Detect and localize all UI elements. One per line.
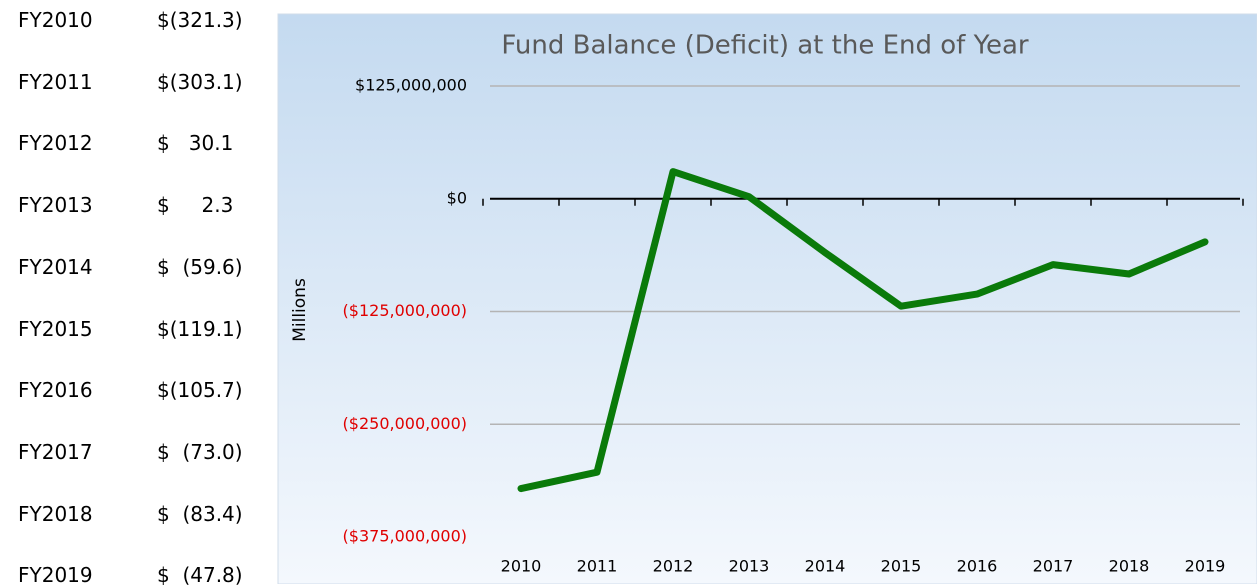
fiscal-year: FY2012 [18, 131, 93, 156]
y-tick-label: ($250,000,000) [343, 414, 467, 433]
y-tick-label: $125,000,000 [355, 76, 467, 95]
fund-amount: $ (47.8) [157, 563, 243, 587]
fund-amount: $(119.1) [157, 316, 243, 341]
fund-amount: $(321.3) [157, 8, 243, 32]
x-tick-label: 2016 [957, 557, 998, 576]
x-tick-label: 2018 [1109, 557, 1150, 576]
fiscal-year: FY2019 [18, 563, 93, 587]
fund-amount: $ 30.1 [157, 131, 234, 156]
fiscal-year: FY2015 [18, 316, 93, 341]
fund-amount: $(303.1) [157, 69, 243, 94]
fiscal-year: FY2018 [18, 501, 93, 526]
fiscal-year: FY2017 [18, 439, 93, 464]
fund-amount: $(105.7) [157, 378, 243, 403]
data-line [517, 168, 1209, 493]
x-tick-label: 2011 [577, 557, 618, 576]
fund-amount: $ (73.0) [157, 439, 243, 464]
x-tick-label: 2015 [881, 557, 922, 576]
y-tick-label: ($375,000,000) [343, 527, 467, 546]
fiscal-year: FY2013 [18, 193, 93, 218]
y-axis-label: Millions [290, 278, 310, 342]
fiscal-year: FY2016 [18, 378, 93, 403]
fiscal-year: FY2010 [18, 8, 93, 32]
fund-amount: $ (83.4) [157, 501, 243, 526]
fund-amount: $ 2.3 [157, 193, 234, 218]
x-tick-label: 2012 [653, 557, 694, 576]
x-tick-label: 2019 [1185, 557, 1226, 576]
fiscal-year: FY2011 [18, 69, 93, 94]
x-tick-label: 2017 [1033, 557, 1074, 576]
y-tick-label: $0 [447, 188, 467, 207]
chart-title: Fund Balance (Deficit) at the End of Yea… [501, 31, 1029, 61]
x-tick-label: 2014 [805, 557, 846, 576]
fund-amount: $ (59.6) [157, 254, 243, 279]
fiscal-year: FY2014 [18, 254, 93, 279]
y-tick-label: ($125,000,000) [343, 301, 467, 320]
x-tick-label: 2010 [501, 557, 542, 576]
x-tick-label: 2013 [729, 557, 770, 576]
plot-background [277, 13, 1257, 584]
